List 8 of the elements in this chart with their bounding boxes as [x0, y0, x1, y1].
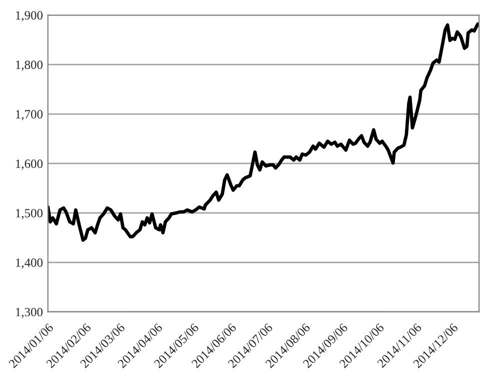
- y-tick-label: 1,900: [16, 11, 43, 22]
- y-tick-label: 1,500: [16, 208, 43, 220]
- y-tick-label: 1,700: [16, 110, 43, 120]
- y-tick-label: 1,800: [16, 60, 43, 71]
- y-tick-label: 1,300: [16, 308, 43, 318]
- y-tick-label: 1,600: [16, 160, 43, 170]
- line-series: [48, 22, 480, 242]
- y-tick-label: 1,400: [16, 258, 43, 269]
